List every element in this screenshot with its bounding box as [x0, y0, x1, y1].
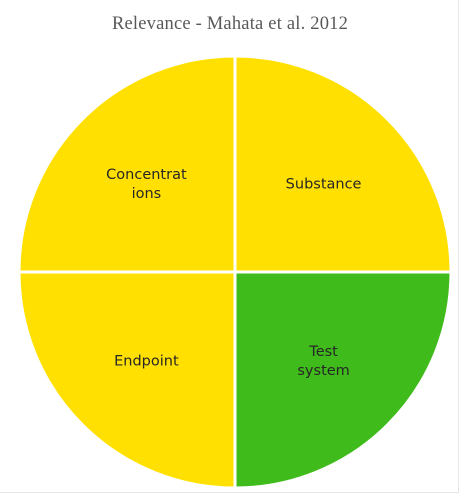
pie-slice-label: Concentrat ions: [106, 167, 187, 202]
chart-title: Relevance - Mahata et al. 2012: [111, 14, 349, 34]
pie-slice-label: Endpoint: [114, 354, 179, 370]
pie-slice-label: Test system: [297, 344, 349, 379]
pie-slice-concentrat-ions: [17, 54, 237, 274]
pie-slice-label-line: Endpoint: [114, 354, 179, 370]
pie-slice-label-line: system: [297, 363, 349, 379]
pie-slice-label-line: Substance: [286, 176, 362, 192]
pie-slice-label-line: Test: [308, 344, 338, 360]
pie-slice-test-system: [233, 270, 453, 490]
pie-slice-substance: [233, 54, 453, 274]
pie-slice-label-line: ions: [132, 186, 162, 202]
pie-slice-label: Substance: [286, 176, 362, 192]
pie-slice-endpoint: [17, 270, 237, 490]
pie-slice-label-line: Concentrat: [106, 167, 187, 183]
